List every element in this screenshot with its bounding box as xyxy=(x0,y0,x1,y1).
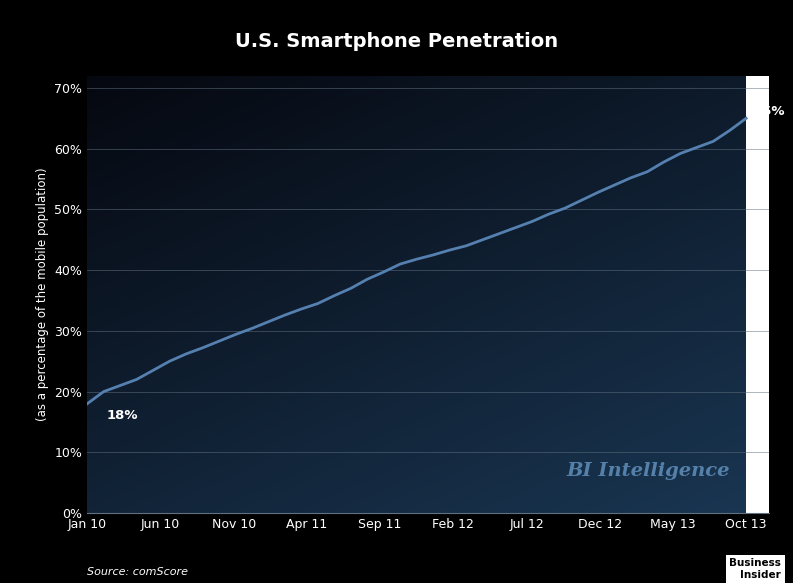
Text: 65%: 65% xyxy=(753,106,784,118)
Text: Business
Insider: Business Insider xyxy=(730,559,781,580)
Text: Source: comScore: Source: comScore xyxy=(87,567,188,577)
Y-axis label: (as a percentage of the mobile population): (as a percentage of the mobile populatio… xyxy=(36,167,49,422)
Text: 18%: 18% xyxy=(107,409,139,422)
Text: U.S. Smartphone Penetration: U.S. Smartphone Penetration xyxy=(235,32,558,51)
Text: BI Intelligence: BI Intelligence xyxy=(566,462,730,480)
